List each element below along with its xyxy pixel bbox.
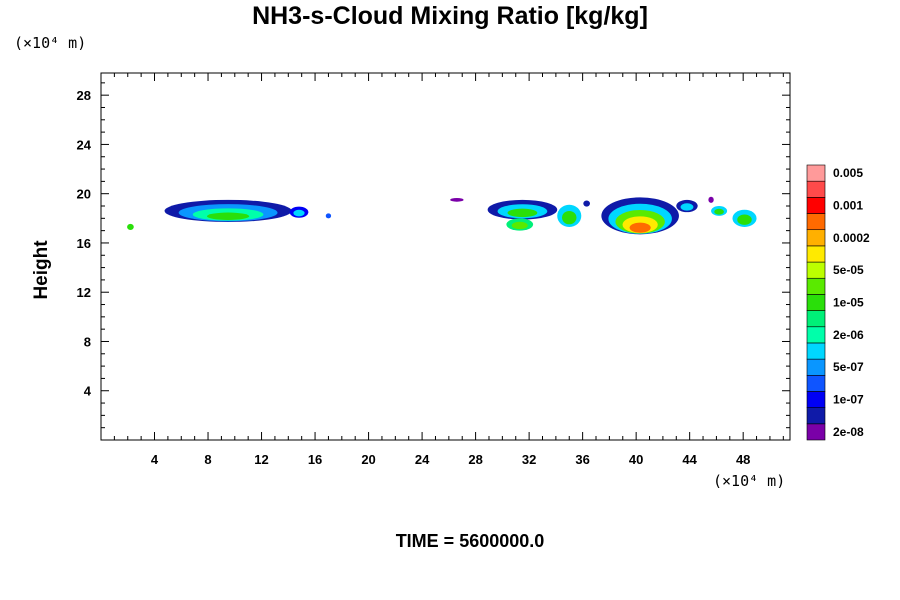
cloud-region-0 <box>127 223 134 231</box>
cloud-region-10 <box>680 203 694 211</box>
y-tick-label: 16 <box>77 236 91 251</box>
x-tick-label: 32 <box>522 452 536 467</box>
y-tick-label: 28 <box>77 88 91 103</box>
cloud-region-5 <box>507 208 538 218</box>
colorbar-label: 5e-05 <box>833 263 864 277</box>
colorbar-swatch <box>806 423 826 441</box>
y-tick-label: 4 <box>84 384 92 399</box>
y-tick-label: 12 <box>77 285 91 300</box>
colorbar-label: 0.001 <box>833 198 863 212</box>
colorbar-label: 2e-08 <box>833 425 864 439</box>
colorbar-swatch <box>806 310 826 328</box>
colorbar-swatch <box>806 277 826 295</box>
colorbar-swatch <box>806 326 826 344</box>
chart-title: NH3-s-Cloud Mixing Ratio [kg/kg] <box>252 2 648 30</box>
colorbar-label: 2e-06 <box>833 328 864 342</box>
x-tick-label: 44 <box>682 452 697 467</box>
colorbar-label: 1e-05 <box>833 296 864 310</box>
y-tick-label: 8 <box>84 334 91 349</box>
colorbar-swatch <box>806 407 826 425</box>
colorbar-swatch <box>806 245 826 263</box>
colorbar-label: 1e-07 <box>833 393 864 407</box>
x-tick-label: 40 <box>629 452 643 467</box>
colorbar-swatch <box>806 342 826 360</box>
cloud-region-9 <box>629 222 651 233</box>
colorbar-swatch <box>806 229 826 247</box>
cloud-region-6 <box>511 221 528 230</box>
colorbar-swatch <box>806 374 826 392</box>
colorbar-swatch <box>806 391 826 408</box>
colorbar-label: 0.0002 <box>833 231 870 245</box>
x-tick-label: 28 <box>468 452 482 467</box>
x-tick-label: 8 <box>204 452 211 467</box>
colorbar-swatch <box>806 294 826 311</box>
x-tick-label: 48 <box>736 452 750 467</box>
x-tick-label: 4 <box>151 452 159 467</box>
colorbar-label: 0.005 <box>833 166 863 180</box>
colorbar-swatch <box>806 164 826 182</box>
cloud-region-11 <box>708 196 714 203</box>
y-axis-unit: (×10⁴ m) <box>14 34 87 52</box>
cloud-region-13 <box>737 214 752 225</box>
cloud-region-12 <box>714 208 724 215</box>
x-tick-label: 16 <box>308 452 322 467</box>
y-tick-label: 20 <box>77 187 91 202</box>
colorbar-swatch <box>806 213 826 231</box>
cloud-region-1 <box>206 212 250 220</box>
colorbar-swatch <box>806 358 826 376</box>
colorbar-label: 5e-07 <box>833 360 864 374</box>
x-axis-unit: (×10⁴ m) <box>713 472 786 490</box>
plot-frame <box>100 72 791 441</box>
x-tick-label: 24 <box>415 452 430 467</box>
colorbar-swatch <box>806 180 826 198</box>
cloud-region-3 <box>325 213 332 219</box>
colorbar-swatch <box>806 261 826 279</box>
cloud-region-8 <box>583 200 590 207</box>
x-tick-label: 20 <box>361 452 375 467</box>
time-label: TIME = 5600000.0 <box>395 531 545 551</box>
x-tick-label: 12 <box>254 452 268 467</box>
y-tick-label: 24 <box>77 137 92 152</box>
colorbar-swatch <box>806 197 826 214</box>
x-tick-label: 36 <box>575 452 589 467</box>
cloud-region-7 <box>562 210 577 225</box>
cloud-region-2 <box>293 209 305 217</box>
cloud-region-4 <box>450 198 464 202</box>
